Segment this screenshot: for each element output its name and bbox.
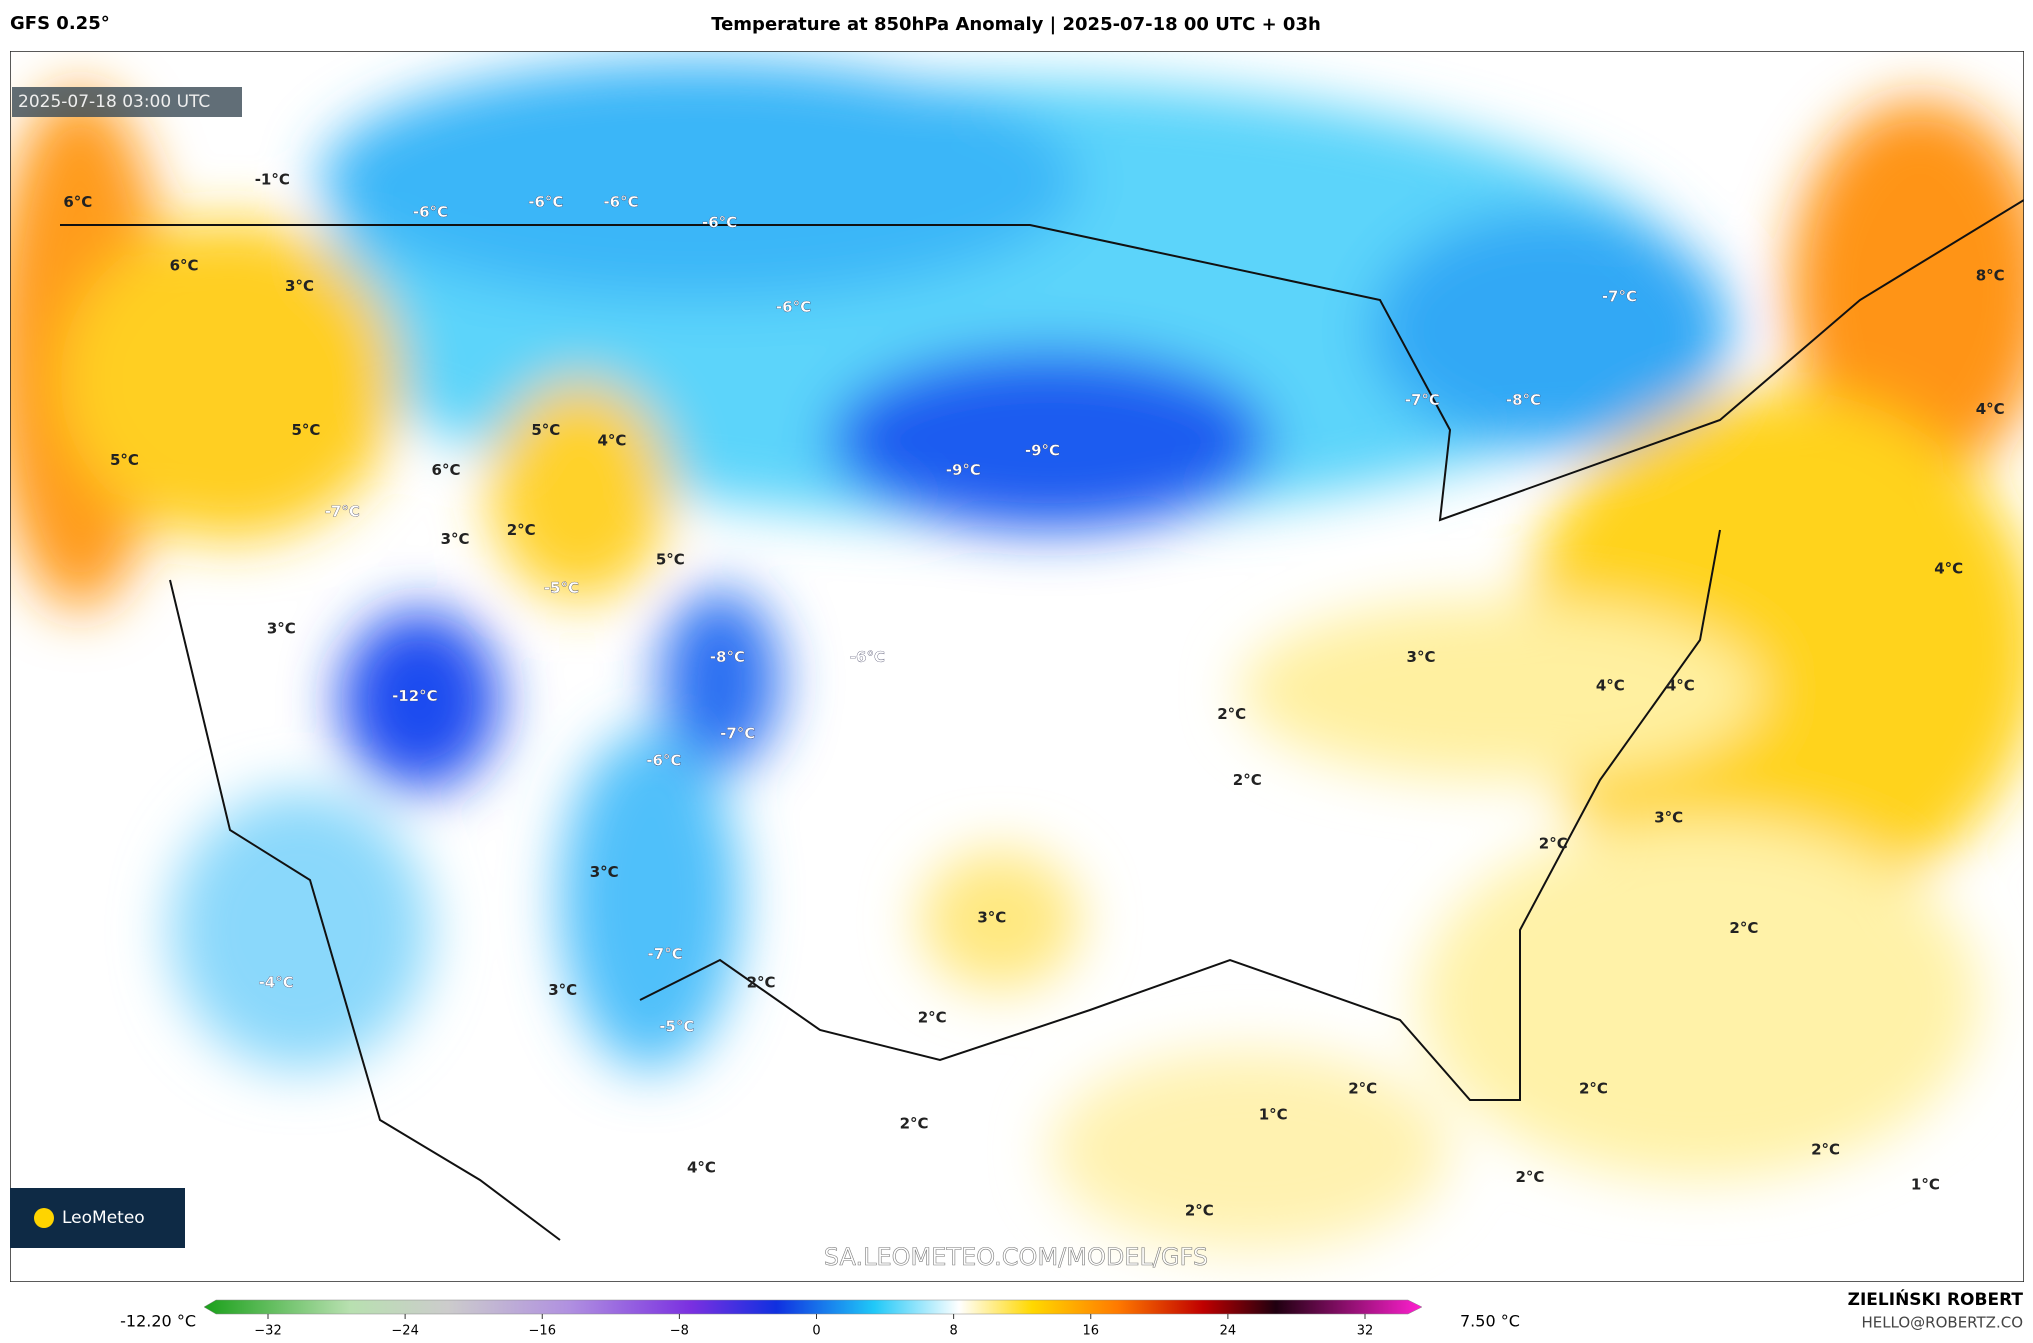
contour-label: 2°C [1811, 1141, 1840, 1159]
colorbar-tick-label: 32 [1357, 1324, 1374, 1339]
colorbar [203, 1299, 1423, 1315]
contour-label: -5°C [659, 1017, 694, 1035]
contour-label: 1°C [1911, 1176, 1940, 1194]
contour-label: 2°C [1539, 835, 1568, 853]
watermark: SA.LEOMETEO.COM/MODEL/GFS [824, 1243, 1208, 1271]
contour-label: -6°C [702, 214, 737, 232]
contour-label: 3°C [977, 908, 1006, 926]
contour-label: 2°C [1185, 1201, 1214, 1219]
contact: HELLO@ROBERTZ.CO [1861, 1314, 2023, 1332]
contour-label: 3°C [267, 619, 296, 637]
contour-label: 2°C [507, 521, 536, 539]
contour-label: 3°C [285, 277, 314, 295]
contour-label: -7°C [648, 945, 683, 963]
contour-label: -9°C [946, 461, 981, 479]
contour-label: 4°C [1976, 400, 2005, 418]
contour-label: 5°C [531, 421, 560, 439]
contour-label: 2°C [918, 1008, 947, 1026]
contour-label: 2°C [900, 1115, 929, 1133]
contour-label: -8°C [710, 648, 745, 666]
contour-label: -5°C [544, 579, 579, 597]
colorbar-tick-label: 0 [812, 1324, 820, 1339]
contour-label: -6°C [603, 193, 638, 211]
contour-label: 6°C [432, 461, 461, 479]
contour-label: -8°C [1506, 391, 1541, 409]
contour-label: -7°C [1602, 287, 1637, 305]
map-title: Temperature at 850hPa Anomaly | 2025-07-… [711, 14, 1321, 35]
map-labels: -1°C 6°C -6°C -6°C -6°C -6°C 6°C 3°C -6°C -7°C 8°C… [63, 171, 2004, 1220]
logo: LeoMeteo [62, 1208, 145, 1228]
contour-label: 1°C [1259, 1106, 1288, 1124]
contour-label: 3°C [590, 863, 619, 881]
contour-label: 4°C [687, 1159, 716, 1177]
contour-label: 2°C [1348, 1080, 1377, 1098]
colorbar-ticks: −32 −24 −16 −8 0 8 16 24 32 [254, 1314, 1373, 1339]
contour-label: 2°C [1729, 919, 1758, 937]
contour-label: -6°C [528, 193, 563, 211]
contour-label: 2°C [1579, 1080, 1608, 1098]
contour-label: -7°C [325, 503, 360, 521]
contour-label: -12°C [392, 687, 438, 705]
contour-label: -6°C [850, 648, 885, 666]
contour-label: 4°C [1934, 560, 1963, 578]
contour-label: 8°C [1976, 267, 2005, 285]
contour-label: 3°C [1654, 809, 1683, 827]
contour-label: -4°C [259, 973, 294, 991]
colorbar-min: -12.20 °C [120, 1312, 196, 1331]
timestamp: 2025-07-18 03:00 UTC [18, 92, 210, 112]
author: ZIELIŃSKI ROBERT [1848, 1288, 2024, 1310]
contour-label: -7°C [720, 724, 755, 742]
contour-label: 6°C [170, 256, 199, 274]
colorbar-tick-label: −32 [254, 1324, 281, 1339]
contour-label: 5°C [656, 551, 685, 569]
contour-label: 4°C [597, 431, 626, 449]
colorbar-tick-label: −16 [529, 1324, 556, 1339]
colorbar-tick-label: 24 [1220, 1324, 1237, 1339]
contour-label: 6°C [63, 193, 92, 211]
contour-label: 2°C [1217, 705, 1246, 723]
contour-label: 3°C [441, 530, 470, 548]
contour-label: -9°C [1025, 442, 1060, 460]
model-label: GFS 0.25° [10, 13, 110, 34]
contour-label: 3°C [548, 981, 577, 999]
contour-label: 3°C [1407, 648, 1436, 666]
contour-label: 2°C [1233, 771, 1262, 789]
colorbar-tick-label: 8 [949, 1324, 957, 1339]
colorbar-tick-label: −24 [391, 1324, 418, 1339]
contour-label: 2°C [1515, 1168, 1544, 1186]
contour-label: 5°C [292, 421, 321, 439]
contour-label: 2°C [747, 973, 776, 991]
field [10, 51, 2024, 1282]
contour-label: -6°C [413, 203, 448, 221]
colorbar-tick-label: −8 [670, 1324, 689, 1339]
contour-label: 4°C [1596, 676, 1625, 694]
contour-label: -7°C [1405, 391, 1440, 409]
contour-label: 4°C [1666, 676, 1695, 694]
contour-label: -1°C [255, 171, 290, 189]
contour-label: -6°C [776, 298, 811, 316]
colorbar-max: 7.50 °C [1460, 1312, 1520, 1331]
contour-label: 5°C [110, 451, 139, 469]
colorbar-tick-label: 16 [1082, 1324, 1099, 1339]
contour-label: -6°C [646, 752, 681, 770]
